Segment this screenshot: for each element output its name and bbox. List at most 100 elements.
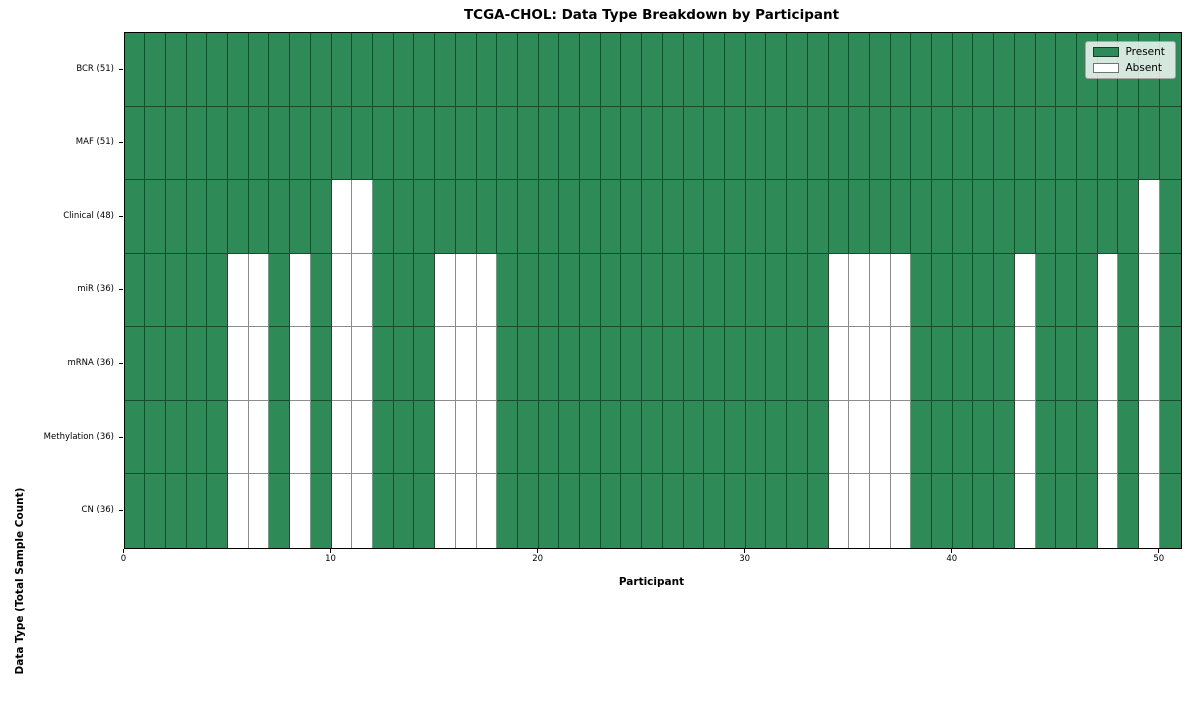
cell-row5-p1 [145,400,166,475]
cell-row3-p43 [1014,253,1036,328]
cell-row2-p11 [352,180,373,254]
cell-row6-p24 [621,474,643,548]
cell-row2-p3 [186,180,208,254]
cell-row5-p40 [952,400,974,475]
cell-row5-p16 [455,400,477,475]
cell-row1-p32 [787,106,808,181]
cell-row4-p24 [621,327,643,401]
x-tick-mark [537,548,539,553]
cell-row3-p2 [165,253,187,328]
cell-row4-p5 [228,327,249,401]
cell-row4-p35 [849,327,870,401]
cell-row5-p36 [869,400,891,475]
cell-row1-p8 [290,106,311,181]
cell-row4-p31 [766,327,788,401]
cell-row1-p4 [207,106,229,181]
cell-row6-p40 [952,474,974,548]
cell-row3-p19 [517,253,539,328]
cell-row5-p46 [1076,400,1098,475]
x-tick-mark [744,548,746,553]
cell-row6-p10 [331,474,353,548]
x-tick-label: 10 [325,553,336,564]
cell-row0-p3 [186,33,208,107]
cell-row4-p7 [269,327,291,401]
legend-label-absent: Absent [1125,61,1163,74]
cell-row2-p34 [828,180,850,254]
legend-entry-absent: Absent [1092,61,1168,74]
cell-row0-p12 [372,33,394,107]
cell-row6-p43 [1014,474,1036,548]
cell-row5-p49 [1139,400,1160,475]
cell-row5-p41 [973,400,995,475]
cell-row1-p25 [642,106,663,181]
cell-row3-p34 [828,253,850,328]
cell-row4-p22 [580,327,601,401]
cell-row4-p37 [890,327,912,401]
cell-row0-p0 [124,33,146,107]
cell-row3-p10 [331,253,353,328]
cell-row6-p5 [228,474,249,548]
cell-row2-p35 [849,180,870,254]
cell-row3-p18 [497,253,518,328]
cell-row2-p44 [1035,180,1057,254]
cell-row3-p9 [310,253,332,328]
cell-row2-p46 [1076,180,1098,254]
y-tick-5: Methylation (36) [0,400,123,474]
cell-row6-p3 [186,474,208,548]
cell-row3-p41 [973,253,995,328]
cell-row1-p44 [1035,106,1057,181]
cell-row1-p16 [455,106,477,181]
cell-row6-p44 [1035,474,1057,548]
cell-row1-p22 [580,106,601,181]
cell-row0-p27 [683,33,705,107]
cell-row1-p15 [435,106,456,181]
cell-row2-p13 [393,180,415,254]
cell-row5-p23 [600,400,622,475]
cell-row3-p6 [248,253,270,328]
x-tick-mark [951,548,953,553]
cell-row6-p30 [745,474,767,548]
cell-row2-p10 [331,180,353,254]
plot-area [123,32,1182,549]
y-tick-4: mRNA (36) [0,326,123,400]
cell-row6-p11 [352,474,373,548]
cell-row1-p36 [869,106,891,181]
cell-row6-p42 [994,474,1015,548]
cell-row5-p19 [517,400,539,475]
cell-row3-p36 [869,253,891,328]
cell-row5-p47 [1097,400,1119,475]
cell-row1-p0 [124,106,146,181]
cell-row3-p29 [724,253,746,328]
cell-row5-p17 [476,400,498,475]
cell-row2-p15 [435,180,456,254]
cell-row5-p24 [621,400,643,475]
cell-row0-p23 [600,33,622,107]
cell-row4-p32 [787,327,808,401]
cell-row6-p27 [683,474,705,548]
cell-row2-p23 [600,180,622,254]
cell-row6-p16 [455,474,477,548]
cell-row1-p3 [186,106,208,181]
cell-row4-p18 [497,327,518,401]
cell-row0-p22 [580,33,601,107]
cell-row4-p2 [165,327,187,401]
cell-row3-p17 [476,253,498,328]
cell-row1-p18 [497,106,518,181]
cell-row6-p1 [145,474,166,548]
cell-row6-p33 [807,474,829,548]
cell-row2-p4 [207,180,229,254]
x-tick-label: 50 [1153,553,1165,564]
cell-row3-p4 [207,253,229,328]
y-tick-label: Clinical (48) [63,210,114,221]
cell-row4-p33 [807,327,829,401]
cell-row5-p5 [228,400,249,475]
cell-row6-p15 [435,474,456,548]
cell-row0-p33 [807,33,829,107]
y-tick-label: Methylation (36) [43,431,114,442]
cell-row1-p41 [973,106,995,181]
cell-row0-p35 [849,33,870,107]
cell-row1-p6 [248,106,270,181]
cell-row0-p16 [455,33,477,107]
cell-row3-p45 [1056,253,1077,328]
x-axis-ticks: 0 10 20 30 40 50 [121,548,1180,569]
